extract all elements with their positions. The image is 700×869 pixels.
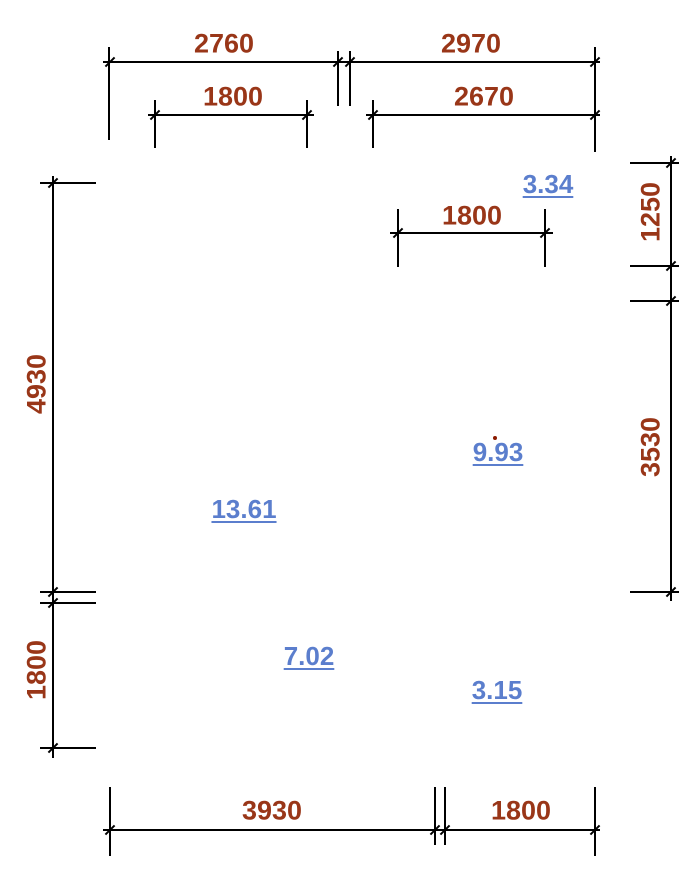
ext-line: [630, 591, 679, 593]
ext-line: [434, 787, 436, 845]
dim-value-middle-1800: 1800: [441, 200, 503, 231]
area-label-7-02: 7.02: [283, 641, 335, 671]
ext-line: [630, 300, 679, 302]
dim-value-top-2760: 2760: [193, 28, 255, 59]
ext-line: [397, 209, 399, 267]
ext-line: [40, 182, 96, 184]
area-label-13-61: 13.61: [211, 494, 277, 524]
stray-red-dot: [493, 436, 497, 440]
ext-line: [154, 100, 156, 148]
ext-line: [594, 47, 596, 152]
ext-line: [372, 100, 374, 148]
dim-value-left-4930: 4930: [21, 353, 52, 415]
dim-value-top-2670: 2670: [453, 81, 515, 112]
dim-value-bottom-1800: 1800: [490, 795, 552, 826]
ext-line: [544, 209, 546, 267]
dim-value-left-1800: 1800: [21, 639, 52, 701]
area-label-3-34: 3.34: [522, 169, 574, 199]
ext-line: [630, 162, 679, 164]
ext-line: [349, 51, 351, 106]
ext-line: [337, 51, 339, 106]
dim-value-right-3530: 3530: [635, 416, 666, 478]
dim-line-top-row2-right: [366, 114, 600, 116]
ext-line: [40, 602, 96, 604]
dim-line-middle: [390, 232, 553, 234]
dim-line-top-row2-left: [148, 114, 314, 116]
dim-value-right-1250: 1250: [635, 181, 666, 243]
dim-value-top-2970: 2970: [440, 28, 502, 59]
dim-line-bottom: [103, 829, 600, 831]
ext-line: [108, 47, 110, 140]
dim-line-right: [670, 156, 672, 601]
area-label-9-93: 9.93: [472, 437, 524, 467]
ext-line: [40, 591, 96, 593]
ext-line: [40, 747, 96, 749]
dim-line-left: [52, 176, 54, 758]
ext-line: [594, 787, 596, 856]
dim-line-top-row1: [103, 61, 600, 63]
area-label-3-15: 3.15: [471, 675, 523, 705]
ext-line: [109, 787, 111, 856]
ext-line: [444, 787, 446, 845]
dim-value-bottom-3930: 3930: [241, 795, 303, 826]
dim-value-top-1800: 1800: [202, 81, 264, 112]
ext-line: [306, 100, 308, 148]
ext-line: [630, 265, 679, 267]
